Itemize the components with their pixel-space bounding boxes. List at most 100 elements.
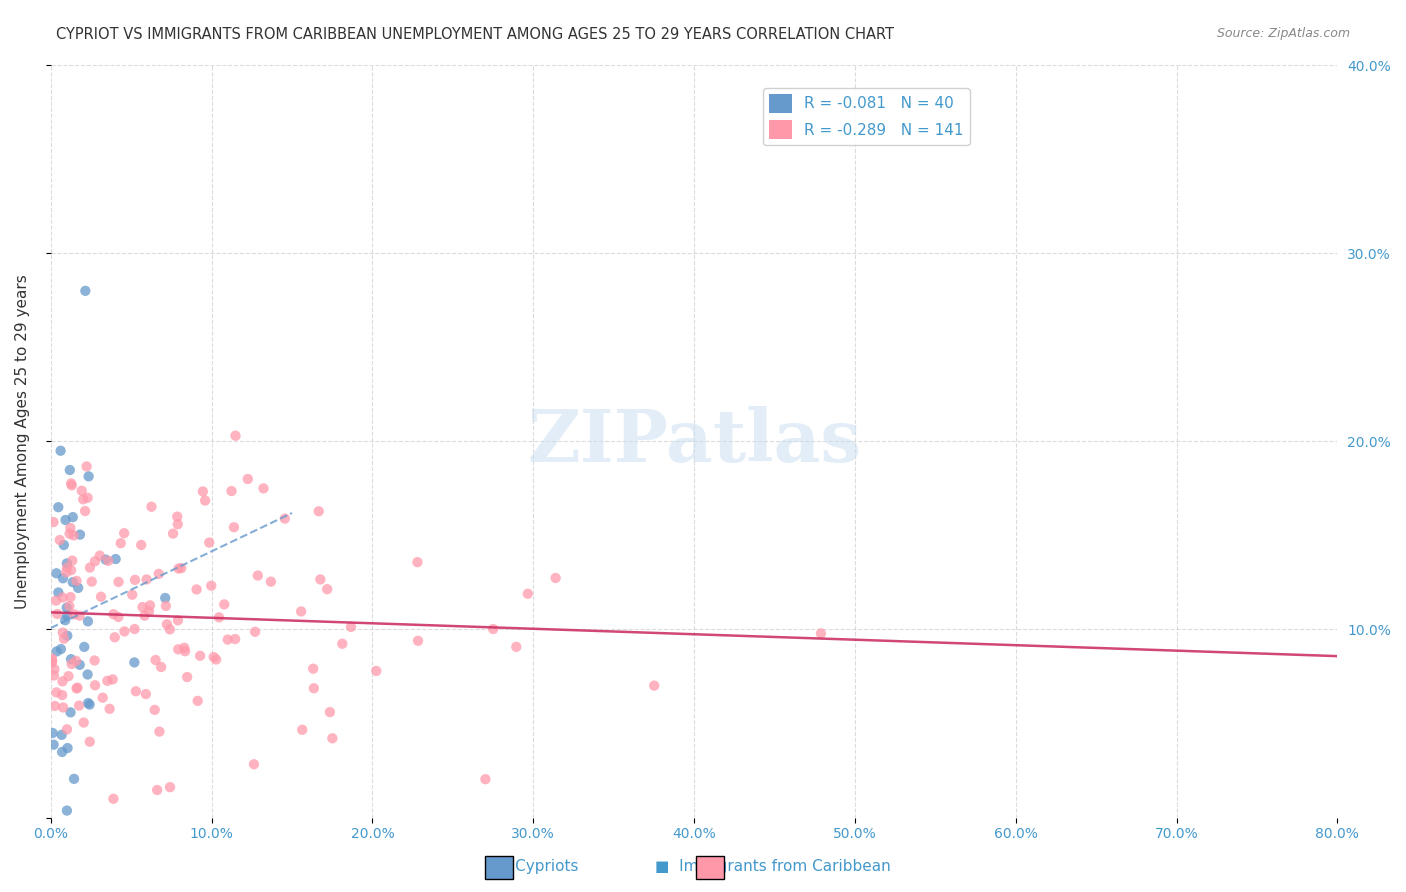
Point [41, 651, 63, 665]
Point [45, 644, 67, 658]
Point [59, 590, 82, 604]
Point [302, 662, 325, 676]
Point [42, 515, 65, 529]
Point [58, 599, 80, 614]
Point [52, 625, 75, 640]
Point [505, 640, 527, 654]
Point [202, 650, 225, 665]
Point [176, 670, 198, 684]
Point [159, 780, 181, 794]
Point [62, 528, 84, 542]
Point [166, 509, 188, 524]
Point [121, 588, 143, 602]
Point [52, 538, 75, 552]
Point [205, 652, 228, 666]
Point [198, 535, 221, 549]
Point [103, 607, 125, 622]
Point [51, 688, 73, 702]
Point [302, 681, 325, 696]
Point [101, 673, 124, 687]
Point [129, 538, 152, 552]
Point [217, 632, 239, 647]
Point [51, 745, 73, 759]
Point [80, 574, 103, 589]
Point [56, 608, 79, 623]
Point [166, 517, 188, 532]
Point [212, 598, 235, 612]
Point [49, 642, 72, 657]
Point [52, 632, 75, 646]
Point [55, 600, 77, 615]
Point [75, 504, 97, 518]
Point [55, 566, 77, 580]
Point [77, 615, 100, 629]
Point [89, 549, 111, 563]
Point [49, 443, 72, 458]
Point [124, 573, 146, 587]
Point [167, 642, 190, 657]
Point [146, 783, 169, 797]
Point [308, 504, 330, 518]
Point [188, 648, 211, 663]
Point [173, 640, 195, 655]
Point [274, 511, 297, 525]
Point [309, 573, 332, 587]
Point [155, 599, 177, 613]
Point [79, 735, 101, 749]
Point [51, 674, 73, 689]
Point [63, 607, 86, 622]
Point [236, 472, 259, 486]
Point [59, 463, 82, 477]
Point [159, 623, 181, 637]
Text: ZIPatlas: ZIPatlas [527, 406, 862, 477]
Point [67, 581, 90, 595]
Point [125, 684, 148, 698]
Point [366, 664, 388, 678]
Point [58, 669, 80, 683]
Point [131, 600, 153, 615]
Point [135, 687, 157, 701]
Point [94, 552, 117, 566]
Point [174, 644, 197, 658]
Point [139, 599, 162, 613]
Point [114, 624, 136, 639]
Point [96, 673, 118, 688]
Point [46, 585, 69, 599]
Point [221, 484, 243, 499]
Text: Source: ZipAtlas.com: Source: ZipAtlas.com [1216, 27, 1350, 40]
Point [69, 527, 91, 541]
Point [52, 591, 75, 605]
Point [41, 726, 63, 740]
Point [246, 568, 269, 582]
Point [84, 678, 107, 692]
Point [150, 660, 173, 674]
Point [155, 591, 177, 605]
Point [56, 557, 79, 571]
Point [243, 757, 266, 772]
Y-axis label: Unemployment Among Ages 25 to 29 years: Unemployment Among Ages 25 to 29 years [15, 274, 30, 608]
Point [42, 738, 65, 752]
Point [91, 690, 114, 705]
Point [107, 574, 129, 589]
Point [107, 610, 129, 624]
Point [69, 657, 91, 672]
Point [75, 284, 97, 298]
Point [62, 575, 84, 590]
Point [145, 653, 167, 667]
Point [98, 702, 121, 716]
Point [200, 579, 222, 593]
Point [53, 613, 76, 627]
Point [406, 555, 429, 569]
Point [45, 685, 67, 699]
Point [143, 703, 166, 717]
Point [56, 629, 79, 643]
Point [252, 482, 274, 496]
Point [83, 653, 105, 667]
Point [138, 604, 160, 618]
Point [62, 510, 84, 524]
Point [42, 668, 65, 682]
Point [51, 728, 73, 742]
Point [124, 622, 146, 636]
Point [56, 804, 79, 818]
Point [41, 654, 63, 668]
